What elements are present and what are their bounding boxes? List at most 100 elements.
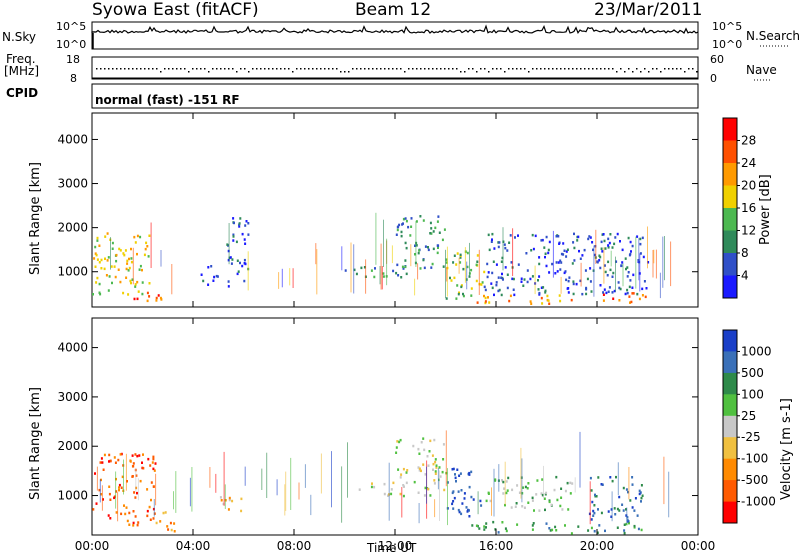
velocity-colorbar-label: -100 xyxy=(741,452,768,466)
velocity-cell xyxy=(457,508,460,512)
freq-point xyxy=(632,71,634,73)
velocity-cell xyxy=(132,462,135,465)
velocity-cell xyxy=(504,527,507,530)
power-cell xyxy=(558,294,561,297)
velocity-cell xyxy=(152,485,155,488)
power-cell xyxy=(639,242,642,246)
power-cell xyxy=(418,249,421,252)
velocity-cell xyxy=(458,510,461,514)
velocity-cell xyxy=(471,524,474,527)
power-cell xyxy=(210,265,213,268)
velocity-cell xyxy=(159,520,162,523)
freq-point xyxy=(536,68,538,70)
power-cell xyxy=(609,233,612,236)
freq-point xyxy=(196,68,198,70)
power-streak xyxy=(466,261,468,290)
freq-point xyxy=(316,68,318,70)
power-cell xyxy=(232,235,235,238)
velocity-cell xyxy=(590,526,593,530)
freq-point xyxy=(292,71,294,73)
power-cell xyxy=(543,246,546,249)
velocity-cell xyxy=(117,458,120,462)
power-cell xyxy=(107,289,110,292)
power-cell xyxy=(438,231,441,234)
power-cell xyxy=(407,225,410,229)
velocity-cell xyxy=(463,497,466,500)
power-cell xyxy=(555,261,558,264)
velocity-cell xyxy=(423,448,426,452)
power-cell xyxy=(641,287,644,291)
velocity-cell xyxy=(533,509,535,512)
power-cell xyxy=(138,268,141,271)
velocity-colorbar-label: 25 xyxy=(741,409,756,423)
velocity-cell xyxy=(108,485,111,488)
velocity-cell xyxy=(593,511,596,515)
power-streak xyxy=(386,238,388,286)
velocity-cell xyxy=(109,498,112,501)
freq-point xyxy=(288,68,290,70)
velocity-cell xyxy=(395,451,398,454)
power-cell xyxy=(137,290,140,293)
velocity-cell xyxy=(480,504,483,507)
freq-point xyxy=(272,68,274,70)
power-streak xyxy=(350,242,352,293)
velocity-cell xyxy=(108,460,110,463)
power-cell xyxy=(422,219,425,222)
velocity-cell xyxy=(100,478,102,482)
power-plot-frame xyxy=(91,112,699,308)
freq-point xyxy=(516,68,518,70)
power-cell xyxy=(639,252,642,255)
power-cell xyxy=(127,293,130,296)
freq-point xyxy=(604,68,606,70)
velocity-cell xyxy=(417,491,420,494)
velocity-streak xyxy=(191,467,193,512)
velocity-cell xyxy=(442,443,445,446)
power-cell xyxy=(424,245,427,248)
power-cell xyxy=(239,261,241,265)
power-cell xyxy=(487,233,490,237)
power-cell xyxy=(611,291,614,294)
power-cell xyxy=(484,288,487,292)
power-cell xyxy=(453,254,456,257)
power-cell xyxy=(538,293,541,296)
velocity-cell xyxy=(468,509,470,512)
power-cell xyxy=(544,291,547,294)
power-cell xyxy=(141,268,143,272)
freq-point xyxy=(348,71,350,73)
power-cell xyxy=(632,292,635,295)
power-cell xyxy=(141,292,144,296)
power-streak xyxy=(353,244,355,294)
power-cell xyxy=(382,272,385,275)
cpid-value: normal (fast) -151 RF xyxy=(95,93,240,107)
velocity-cell xyxy=(373,485,376,489)
velocity-cell xyxy=(228,496,231,500)
power-ytick-label: 4000 xyxy=(57,132,88,146)
power-streak xyxy=(446,267,448,282)
freq-point xyxy=(588,68,590,70)
power-cell xyxy=(601,233,604,236)
power-cell xyxy=(136,252,138,256)
power-streak xyxy=(281,268,283,288)
velocity-cell xyxy=(468,473,471,476)
velocity-cell xyxy=(148,505,151,509)
power-streak xyxy=(446,246,448,297)
velocity-cell xyxy=(627,490,629,494)
velocity-streak xyxy=(579,431,581,488)
power-cell xyxy=(618,299,621,302)
power-cell xyxy=(606,274,609,277)
velocity-cell xyxy=(541,493,544,497)
power-cell xyxy=(631,244,634,248)
velocity-streak xyxy=(437,468,439,490)
power-cell xyxy=(133,235,136,239)
freq-point xyxy=(412,68,414,70)
power-cell xyxy=(207,283,210,286)
velocity-cell xyxy=(470,495,473,499)
velocity-streak xyxy=(137,478,139,501)
power-cell xyxy=(483,270,486,274)
freq-point xyxy=(244,68,246,70)
velocity-cell xyxy=(536,479,539,482)
freq-tick-top: 18 xyxy=(66,53,80,66)
power-cell xyxy=(592,248,594,252)
power-cell xyxy=(612,297,615,300)
power-cell xyxy=(227,280,230,283)
